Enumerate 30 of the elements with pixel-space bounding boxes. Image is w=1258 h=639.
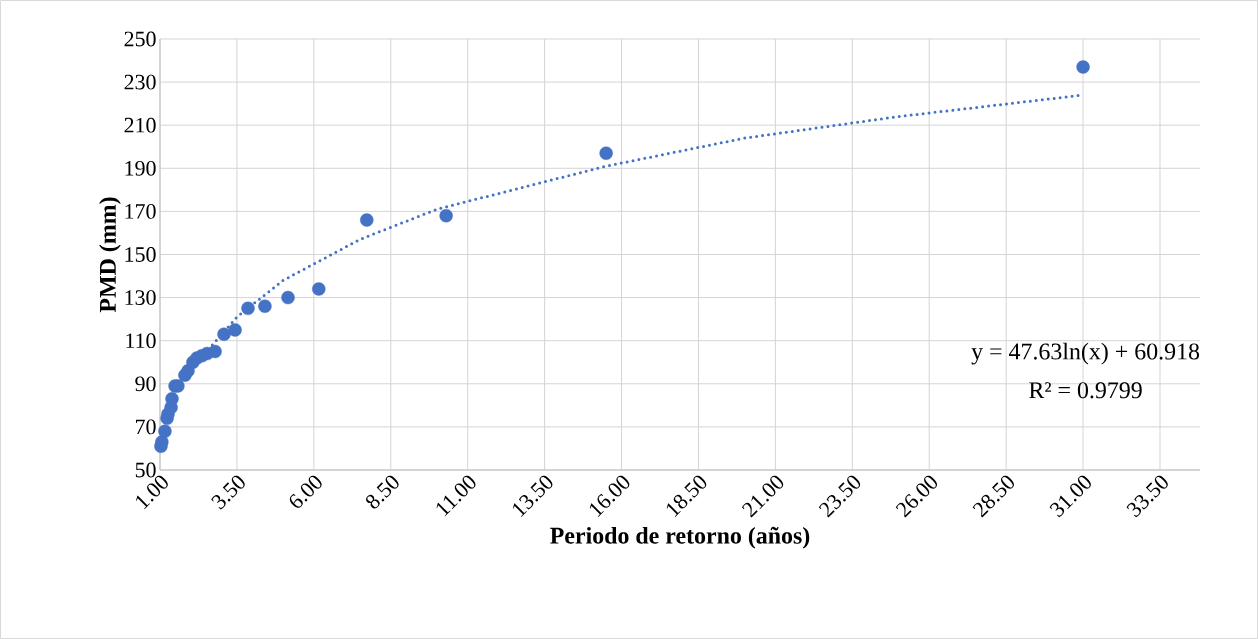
y-tick-label: 250 (124, 31, 156, 47)
point (165, 392, 179, 406)
y-tick-label: 70 (136, 419, 156, 435)
y-tick-label: 210 (124, 117, 156, 133)
point (208, 344, 222, 359)
y-tick-label: 90 (135, 376, 156, 392)
y-tick-label: 150 (125, 247, 156, 262)
x-tick-label: 6.00 (289, 475, 322, 508)
point (312, 282, 326, 296)
point (360, 213, 374, 227)
y-tick-label: 170 (125, 203, 156, 219)
annotation: y = 47.63ln(x) + 60.918 (971, 342, 1200, 365)
point (228, 323, 242, 337)
point (599, 146, 613, 160)
x-tick-label: 8.50 (366, 475, 399, 509)
y-tick-label: 110 (126, 333, 156, 349)
point (281, 290, 295, 305)
annotation: R² = 0.9799 (1029, 382, 1142, 399)
point (217, 327, 231, 341)
point (158, 424, 172, 438)
point (258, 299, 272, 313)
point (1076, 60, 1090, 74)
y-tick-label: 130 (125, 290, 156, 305)
y-axis-title: PMD (mm) (99, 197, 121, 313)
x-tick-label: 3.50 (211, 475, 245, 510)
y-tick-label: 230 (124, 74, 156, 90)
point (241, 301, 255, 316)
x-axis-title: Periodo de retorno (años) (550, 526, 810, 549)
point (439, 208, 453, 223)
y-tick-label: 190 (125, 160, 156, 176)
